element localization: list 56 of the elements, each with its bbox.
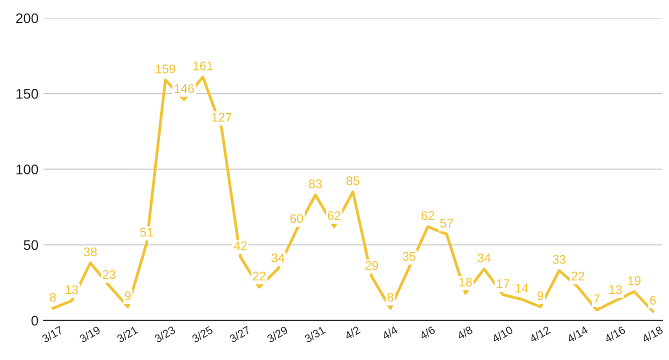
data-label: 8 [50, 292, 56, 302]
data-label: 14 [516, 284, 528, 292]
data-label: 85 [346, 176, 360, 186]
data-label: 18 [459, 278, 472, 287]
data-label: 83 [308, 179, 322, 188]
x-tick-label: 4/4 [381, 325, 398, 340]
x-tick-label: 3/27 [228, 326, 251, 343]
data-label: 51 [140, 228, 153, 237]
data-label: 35 [402, 252, 416, 261]
x-tick-label: 4/18 [641, 326, 664, 344]
x-tick-label: 3/17 [41, 326, 64, 343]
y-tick-label: 50 [24, 240, 38, 250]
data-label: 62 [328, 211, 340, 220]
data-label: 146 [174, 84, 194, 94]
data-label: 33 [552, 255, 566, 264]
line-series [51, 76, 654, 313]
data-label: 22 [252, 272, 266, 280]
data-label: 29 [365, 261, 378, 270]
y-tick-label: 100 [16, 164, 38, 174]
data-label: 161 [193, 61, 213, 70]
data-label: 159 [156, 64, 176, 74]
x-tick-label: 3/19 [78, 326, 101, 343]
y-tick-label: 150 [16, 88, 38, 99]
x-tick-label: 3/23 [154, 326, 176, 343]
x-tick-label: 3/25 [191, 325, 214, 343]
data-label: 42 [234, 241, 247, 250]
x-tick-label: 3/21 [116, 326, 138, 343]
x-tick-label: 4/2 [344, 326, 361, 340]
data-label: 9 [538, 291, 544, 300]
data-label: 127 [212, 112, 232, 122]
y-tick-label: 0 [31, 316, 38, 326]
x-tick-label: 4/12 [528, 326, 551, 344]
data-label: 60 [290, 214, 304, 224]
data-label: 34 [271, 254, 284, 262]
y-tick-label: 200 [16, 13, 38, 24]
x-tick-label: 4/8 [456, 326, 474, 340]
data-label: 6 [650, 296, 656, 305]
x-tick-label: 4/6 [418, 326, 436, 340]
x-tick-label: 4/16 [604, 326, 626, 344]
data-label: 13 [609, 285, 622, 294]
data-label: 38 [84, 247, 97, 256]
data-label: 9 [124, 291, 131, 300]
data-label: 7 [594, 294, 600, 304]
data-label: 22 [572, 272, 584, 280]
data-label: 62 [422, 211, 434, 220]
x-tick-label: 4/14 [566, 325, 588, 344]
x-tick-label: 4/10 [491, 325, 514, 344]
data-label: 17 [496, 279, 510, 288]
data-label: 13 [66, 285, 78, 294]
data-label: 19 [628, 276, 641, 286]
data-label: 34 [478, 254, 491, 262]
x-tick-label: 3/29 [266, 326, 288, 343]
data-label: 23 [102, 270, 116, 279]
data-label: 57 [440, 218, 453, 228]
x-tick-label: 3/31 [304, 326, 326, 343]
data-label: 8 [387, 292, 394, 302]
